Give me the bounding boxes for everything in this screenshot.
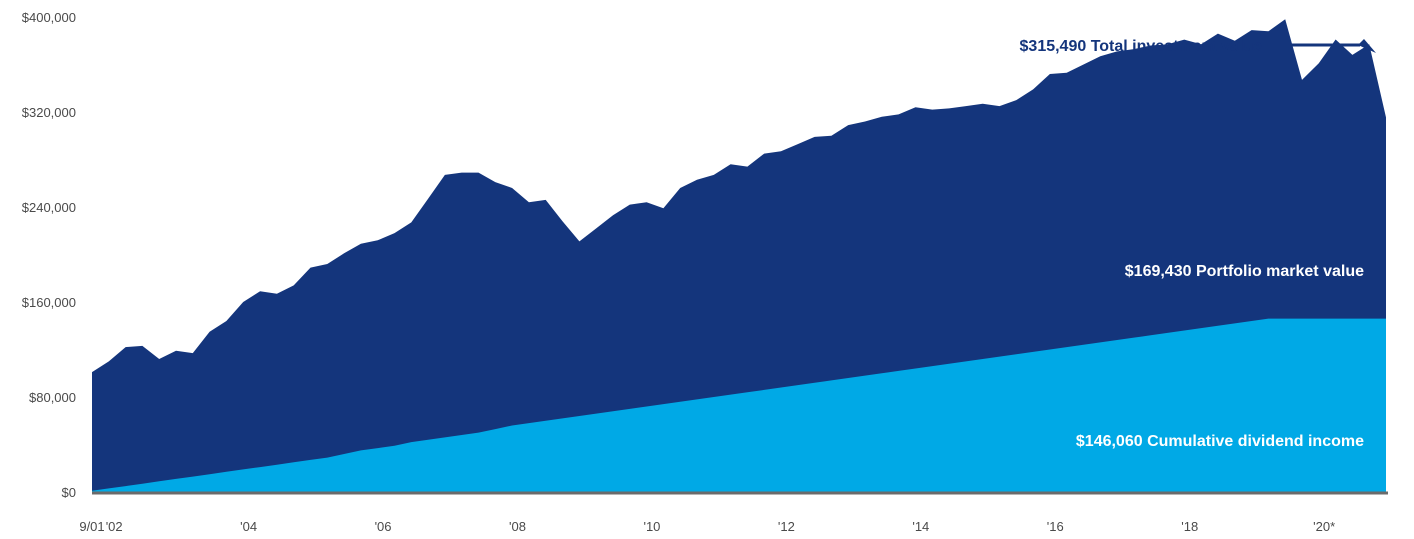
- portfolio-value-label: $169,430 Portfolio market value: [1125, 263, 1364, 280]
- x-tick-label: 9/01: [79, 519, 104, 534]
- total-arrow-head-icon: [1358, 39, 1376, 53]
- y-tick-label: $0: [62, 485, 76, 500]
- x-tick-label: '16: [1047, 519, 1064, 534]
- y-tick-label: $240,000: [22, 200, 76, 215]
- y-tick-label: $400,000: [22, 10, 76, 25]
- x-tick-label: '08: [509, 519, 526, 534]
- x-tick-label: '06: [375, 519, 392, 534]
- cumulative-dividend-area: [92, 318, 1386, 492]
- x-tick-label: '10: [643, 519, 660, 534]
- stacked-areas: [92, 19, 1386, 493]
- dividend-income-label: $146,060 Cumulative dividend income: [1076, 433, 1364, 450]
- y-tick-label: $320,000: [22, 105, 76, 120]
- x-tick-label: '14: [912, 519, 929, 534]
- x-tick-label: '18: [1181, 519, 1198, 534]
- y-tick-label: $160,000: [22, 295, 76, 310]
- x-axis: 9/01'02 '04 '06 '08 '10 '12 '14 '16 '18 '20*: [79, 519, 1335, 534]
- x-tick-label: '02: [106, 519, 123, 534]
- y-tick-label: $80,000: [29, 390, 76, 405]
- annotations: $315,490 Total investment value $169,430…: [1020, 38, 1376, 450]
- x-tick-label: '12: [778, 519, 795, 534]
- x-tick-label: '04: [240, 519, 257, 534]
- y-axis: $0 $80,000 $160,000 $240,000 $320,000 $400,00…: [22, 10, 76, 500]
- x-tick-label: '20*: [1313, 519, 1335, 534]
- total-investment-label: $315,490 Total investment value: [1020, 38, 1263, 55]
